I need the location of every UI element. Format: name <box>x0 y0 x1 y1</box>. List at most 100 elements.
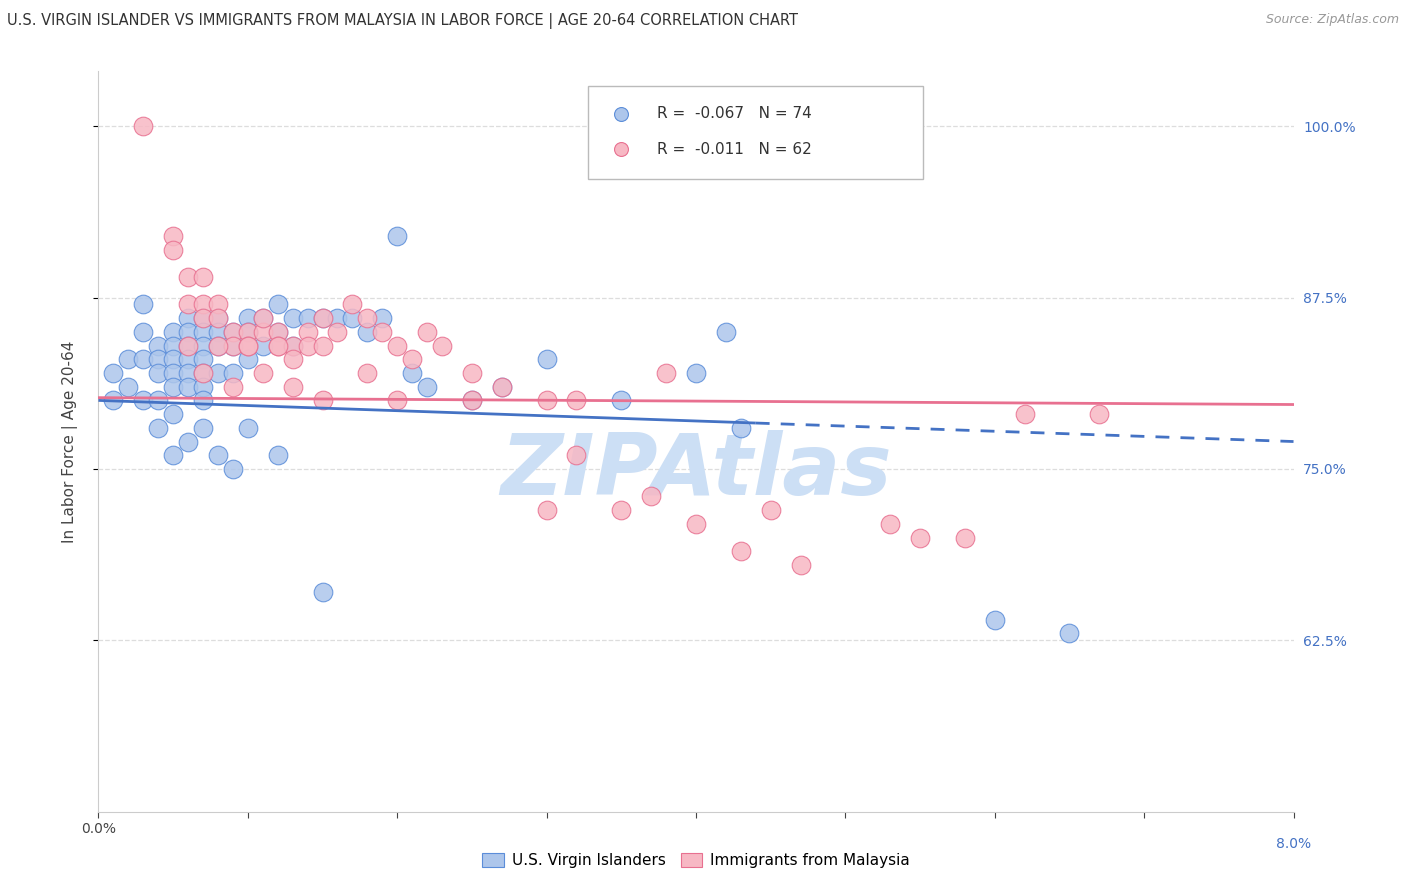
Point <box>610 503 633 517</box>
Point <box>177 270 200 285</box>
Point <box>191 393 214 408</box>
Point <box>461 366 484 380</box>
Point <box>236 421 259 435</box>
Point <box>297 338 319 352</box>
Point <box>356 311 378 326</box>
Point <box>685 366 707 380</box>
Point <box>565 448 588 462</box>
Point <box>132 352 155 367</box>
Point <box>416 380 439 394</box>
Point <box>222 338 245 352</box>
Point <box>162 352 184 367</box>
Text: U.S. VIRGIN ISLANDER VS IMMIGRANTS FROM MALAYSIA IN LABOR FORCE | AGE 20-64 CORR: U.S. VIRGIN ISLANDER VS IMMIGRANTS FROM … <box>7 13 799 29</box>
Point <box>236 352 259 367</box>
Text: R =  -0.067   N = 74: R = -0.067 N = 74 <box>657 106 811 121</box>
Point <box>281 380 304 394</box>
Point <box>536 503 558 517</box>
Point <box>191 352 214 367</box>
Point <box>536 352 558 367</box>
Point <box>148 366 170 380</box>
Point <box>191 325 214 339</box>
Text: Source: ZipAtlas.com: Source: ZipAtlas.com <box>1265 13 1399 27</box>
Point <box>461 393 484 408</box>
Point <box>148 393 170 408</box>
Point <box>281 311 304 326</box>
Point <box>267 325 290 339</box>
Point <box>491 380 513 394</box>
Point <box>536 393 558 408</box>
Point <box>685 516 707 531</box>
Point <box>222 325 245 339</box>
Point <box>267 338 290 352</box>
Point <box>385 228 409 243</box>
Point <box>610 393 633 408</box>
Point <box>281 338 304 352</box>
Point <box>236 325 259 339</box>
Point <box>908 531 931 545</box>
Point <box>311 338 333 352</box>
Point <box>191 366 214 380</box>
Point <box>177 380 200 394</box>
Point <box>252 311 274 326</box>
Point <box>191 338 214 352</box>
Point <box>311 585 333 599</box>
Point <box>1088 407 1111 421</box>
Point <box>311 393 333 408</box>
FancyBboxPatch shape <box>588 87 922 178</box>
Point <box>191 380 214 394</box>
Point <box>117 352 139 367</box>
Point <box>177 297 200 311</box>
Point <box>207 311 229 326</box>
Point <box>1014 407 1036 421</box>
Point <box>297 325 319 339</box>
Text: ZIPAtlas: ZIPAtlas <box>501 430 891 513</box>
Point <box>430 338 453 352</box>
Point <box>132 297 155 311</box>
Point <box>953 531 976 545</box>
Point <box>342 311 364 326</box>
Point <box>117 380 139 394</box>
Point <box>162 380 184 394</box>
Point <box>222 338 245 352</box>
Point <box>177 352 200 367</box>
Point <box>177 338 200 352</box>
Point <box>207 448 229 462</box>
Point <box>162 338 184 352</box>
Point <box>311 311 333 326</box>
Point <box>162 407 184 421</box>
Point <box>148 421 170 435</box>
Point <box>162 448 184 462</box>
Point <box>177 366 200 380</box>
Point <box>983 613 1005 627</box>
Point <box>207 338 229 352</box>
Point <box>640 489 662 503</box>
Point <box>281 338 304 352</box>
Point <box>267 338 290 352</box>
Point <box>236 325 259 339</box>
Point <box>356 325 378 339</box>
Point <box>207 338 229 352</box>
Point <box>311 311 333 326</box>
Point <box>222 325 245 339</box>
Point <box>236 338 259 352</box>
Point <box>252 338 274 352</box>
Point <box>461 393 484 408</box>
Point <box>385 338 409 352</box>
Point <box>191 311 214 326</box>
Point <box>103 393 125 408</box>
Point <box>385 393 409 408</box>
Legend: U.S. Virgin Islanders, Immigrants from Malaysia: U.S. Virgin Islanders, Immigrants from M… <box>477 847 915 874</box>
Point <box>267 297 290 311</box>
Point <box>162 243 184 257</box>
Point <box>326 325 349 339</box>
Point <box>162 228 184 243</box>
Point <box>655 366 678 380</box>
Point <box>177 434 200 449</box>
Point <box>297 311 319 326</box>
Point <box>491 380 513 394</box>
Point <box>416 325 439 339</box>
Point <box>222 366 245 380</box>
Point <box>207 366 229 380</box>
Y-axis label: In Labor Force | Age 20-64: In Labor Force | Age 20-64 <box>62 341 77 542</box>
Point <box>191 297 214 311</box>
